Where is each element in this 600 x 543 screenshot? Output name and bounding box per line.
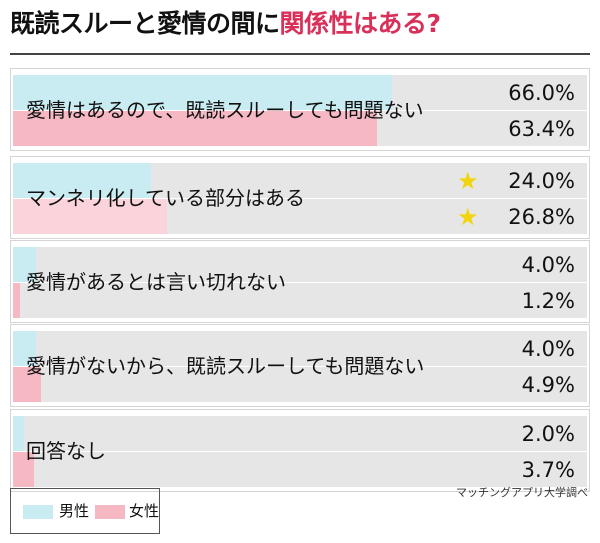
legend-swatch-male bbox=[23, 505, 53, 519]
title-divider bbox=[10, 53, 590, 55]
category-group: 2.0% 3.7% 回答なし bbox=[10, 409, 590, 492]
category-label: 愛情がないから、既読スルーしても問題ない bbox=[26, 354, 425, 378]
bar-track bbox=[13, 416, 587, 451]
value-label: 4.0% bbox=[521, 253, 575, 277]
bar-track bbox=[13, 367, 587, 402]
bar-track bbox=[13, 331, 587, 366]
value-label: 3.7% bbox=[521, 458, 575, 482]
title-main: 既読スルーと愛情の間に bbox=[10, 9, 280, 38]
category-label: 回答なし bbox=[26, 439, 106, 463]
bar-track bbox=[13, 199, 587, 234]
title-highlight: 関係性はある? bbox=[279, 9, 442, 38]
star-icon: ★ bbox=[457, 203, 479, 231]
bar bbox=[13, 247, 36, 282]
bar bbox=[13, 75, 392, 110]
legend-label-female: 女性 bbox=[129, 502, 160, 520]
category-group: 4.0% 4.9% 愛情がないから、既読スルーしても問題ない bbox=[10, 324, 590, 407]
star-icon: ★ bbox=[457, 167, 479, 195]
bar-track bbox=[13, 75, 587, 110]
value-label: 2.0% bbox=[521, 422, 575, 446]
value-label: 63.4% bbox=[508, 117, 575, 141]
category-group: 24.0% ★ 26.8% ★ マンネリ化している部分はある bbox=[10, 156, 590, 239]
legend-label-male: 男性 bbox=[59, 502, 90, 520]
category-label: 愛情はあるので、既読スルーしても問題ない bbox=[26, 98, 424, 122]
category-label: マンネリ化している部分はある bbox=[26, 186, 305, 210]
category-group: 4.0% 1.2% 愛情があるとは言い切れない bbox=[10, 240, 590, 323]
value-label: 24.0% bbox=[508, 169, 575, 193]
value-label: 4.9% bbox=[521, 373, 575, 397]
bar bbox=[13, 452, 35, 487]
value-label: 66.0% bbox=[508, 81, 575, 105]
bar-track bbox=[13, 247, 587, 282]
bar bbox=[13, 163, 151, 198]
bar bbox=[13, 111, 377, 146]
source-note: マッチングアプリ大学調べ bbox=[456, 486, 588, 499]
bar bbox=[13, 367, 42, 402]
bar-track bbox=[13, 111, 587, 146]
value-label: 4.0% bbox=[521, 337, 575, 361]
legend: 男性 女性 bbox=[10, 488, 160, 534]
bar bbox=[13, 283, 20, 318]
value-label: 26.8% bbox=[508, 205, 575, 229]
bar-track bbox=[13, 163, 587, 198]
bar bbox=[13, 416, 25, 451]
category-label: 愛情があるとは言い切れない bbox=[26, 270, 286, 294]
category-group: 66.0% 63.4% 愛情はあるので、既読スルーしても問題ない bbox=[10, 68, 590, 151]
bar-track bbox=[13, 283, 587, 318]
value-label: 1.2% bbox=[521, 289, 575, 313]
legend-swatch-female bbox=[95, 505, 125, 519]
bar bbox=[13, 331, 36, 366]
bar bbox=[13, 199, 167, 234]
bar-track bbox=[13, 452, 587, 487]
chart-title: 既読スルーと愛情の間に関係性はある? bbox=[10, 4, 441, 44]
